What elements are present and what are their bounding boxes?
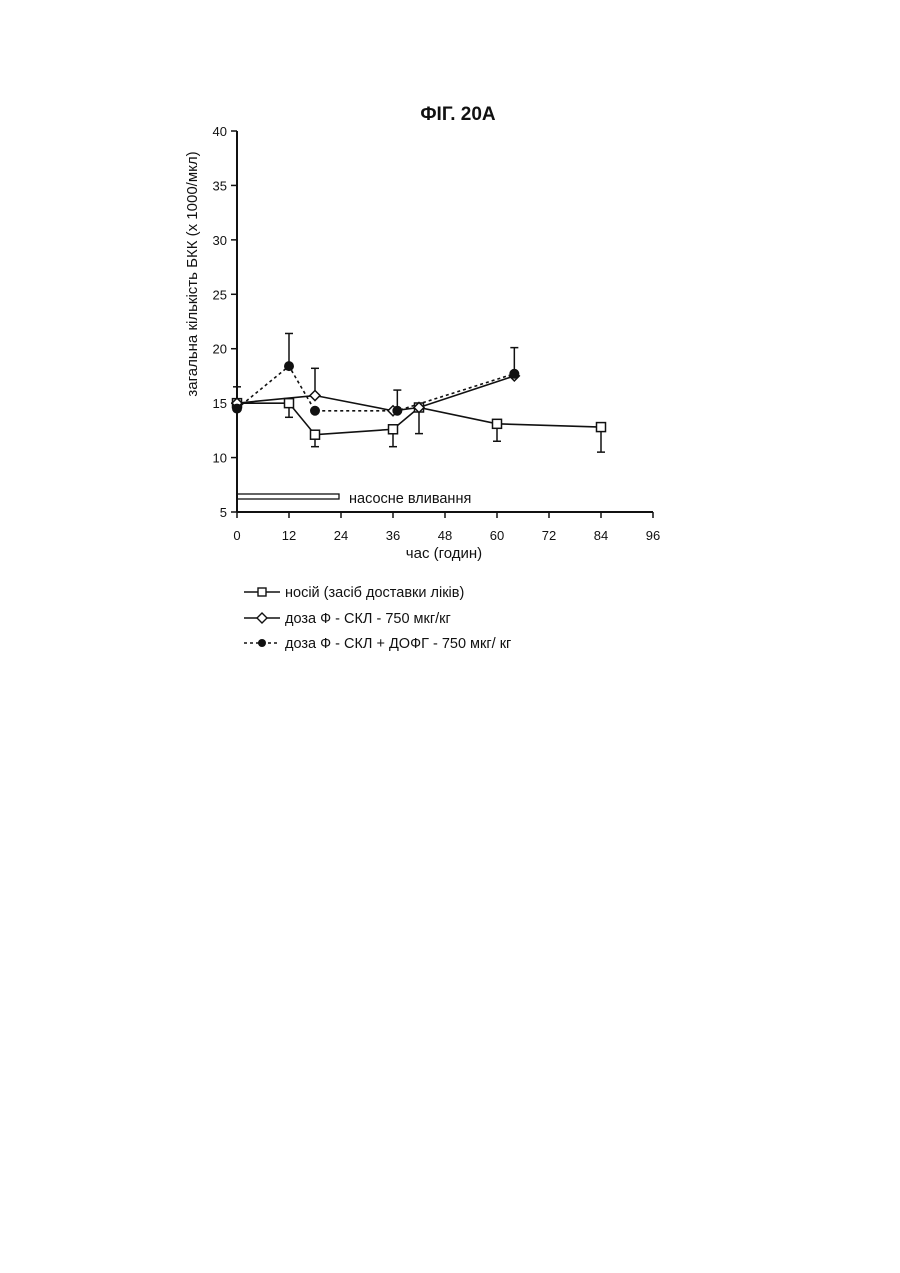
y-ticks: 5 10 15 20 25 30 35 40 — [213, 124, 237, 520]
x-ticks: 0 12 24 36 48 60 72 84 96 — [233, 512, 660, 543]
data-point-square — [285, 399, 294, 408]
data-point-square — [311, 430, 320, 439]
series-line-3 — [237, 366, 514, 411]
legend-label: носій (засіб доставки ліків) — [285, 585, 464, 601]
y-tick-label: 20 — [213, 342, 227, 357]
data-point-circle — [311, 406, 320, 415]
axes — [237, 131, 653, 512]
x-tick-label: 12 — [282, 528, 296, 543]
data-point-square — [597, 423, 606, 432]
data-point-square — [493, 419, 502, 428]
y-tick-label: 25 — [213, 287, 227, 302]
x-tick-label: 72 — [542, 528, 556, 543]
x-axis-label: час (годин) — [406, 545, 482, 562]
infusion-annotation: насосне вливання — [237, 491, 471, 507]
y-tick-label: 15 — [213, 396, 227, 411]
infusion-bar — [237, 494, 339, 499]
data-point-circle — [510, 369, 519, 378]
series-line-2 — [237, 376, 514, 411]
x-tick-label: 36 — [386, 528, 400, 543]
legend-label: доза Ф - СКЛ + ДОФГ - 750 мкг/ кг — [285, 636, 511, 652]
error-bars — [233, 333, 605, 452]
y-tick-label: 35 — [213, 178, 227, 193]
legend: носій (засіб доставки ліків) доза Ф - СКЛ… — [244, 585, 511, 652]
data-point-square — [389, 425, 398, 434]
x-tick-label: 84 — [594, 528, 608, 543]
x-tick-label: 48 — [438, 528, 452, 543]
y-tick-label: 10 — [213, 451, 227, 466]
y-tick-label: 30 — [213, 233, 227, 248]
data-point-circle — [393, 406, 402, 415]
infusion-label: насосне вливання — [349, 491, 471, 507]
x-tick-label: 60 — [490, 528, 504, 543]
x-tick-label: 24 — [334, 528, 348, 543]
data-point-circle — [233, 404, 242, 413]
y-axis-label: загальна кількість БКК (x 1000/мкл) — [184, 151, 201, 396]
legend-label: доза Ф - СКЛ - 750 мкг/кг — [285, 611, 451, 627]
legend-marker-diamond — [257, 613, 267, 623]
data-point-diamond — [310, 391, 320, 401]
x-tick-label: 0 — [233, 528, 240, 543]
legend-marker-circle — [258, 639, 266, 647]
y-tick-label: 5 — [220, 505, 227, 520]
legend-marker-square — [258, 588, 266, 596]
y-tick-label: 40 — [213, 124, 227, 139]
x-tick-label: 96 — [646, 528, 660, 543]
chart-title: ФІГ. 20А — [420, 104, 496, 125]
data-point-circle — [285, 362, 294, 371]
